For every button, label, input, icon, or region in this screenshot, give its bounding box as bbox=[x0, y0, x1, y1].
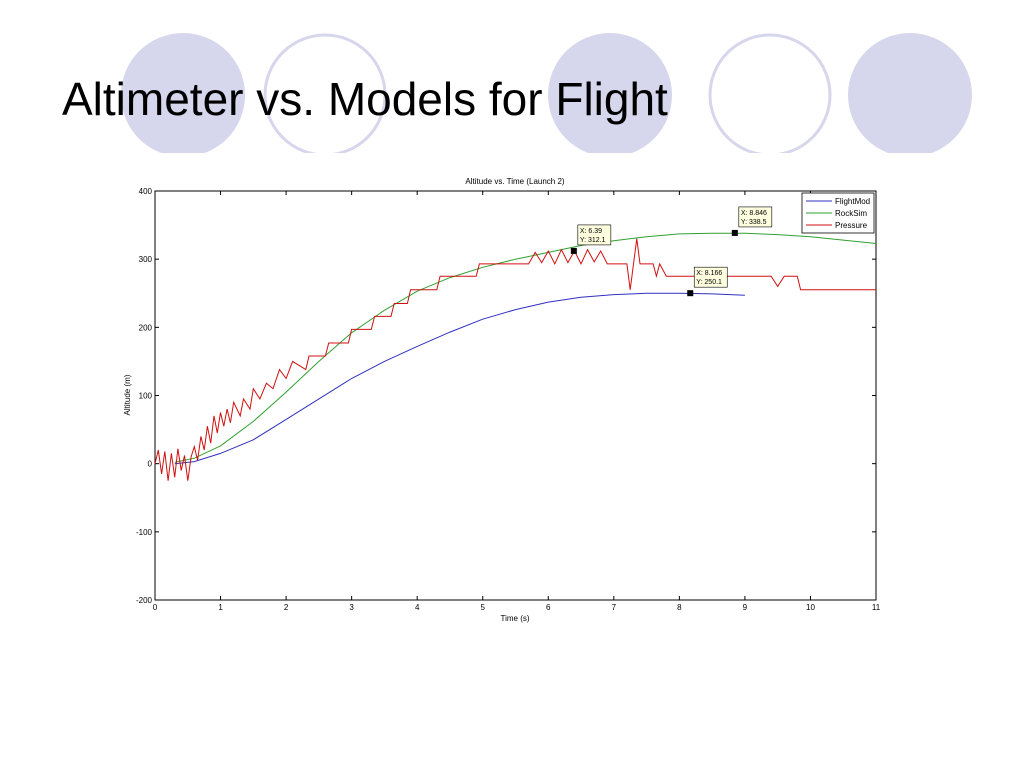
x-tick-label: 2 bbox=[284, 603, 289, 612]
data-tip-box bbox=[738, 206, 773, 228]
series-line bbox=[154, 238, 876, 481]
x-tick-label: 6 bbox=[546, 603, 551, 612]
y-tick-label: 0 bbox=[148, 460, 153, 469]
y-tick-label: -100 bbox=[136, 528, 153, 537]
chart: Altitude vs. Time (Launch 2) Time (s) Al… bbox=[123, 177, 881, 623]
x-tick-label: 1 bbox=[218, 603, 223, 612]
chart-title: Altitude vs. Time (Launch 2) bbox=[465, 177, 564, 186]
data-tip-x: X: 8.166 bbox=[696, 270, 722, 277]
series-line bbox=[174, 292, 745, 465]
x-tick-label: 10 bbox=[806, 603, 815, 612]
plot-area bbox=[154, 190, 877, 601]
data-tip-box bbox=[577, 224, 612, 246]
x-tick-label: 4 bbox=[415, 603, 420, 612]
x-tick-label: 9 bbox=[743, 603, 748, 612]
x-axis-label: Time (s) bbox=[500, 614, 529, 623]
data-tip-marker bbox=[570, 247, 577, 254]
data-tip-x: X: 8.846 bbox=[741, 210, 767, 217]
circle bbox=[121, 33, 245, 157]
y-tick-label: 300 bbox=[139, 255, 153, 264]
x-tick-label: 7 bbox=[612, 603, 617, 612]
series-line bbox=[174, 232, 877, 463]
y-axis-label: Altitude (m) bbox=[123, 374, 132, 415]
x-tick-label: 3 bbox=[349, 603, 354, 612]
data-tip-y: Y: 338.5 bbox=[741, 219, 767, 226]
data-tip-x: X: 6.39 bbox=[580, 228, 602, 235]
slide-title: Altimeter vs. Models for Flight bbox=[62, 73, 668, 125]
legend-label: FlightMod bbox=[835, 197, 870, 206]
data-tip-marker bbox=[687, 290, 694, 297]
y-tick-label: -200 bbox=[136, 596, 153, 605]
data-tip-marker bbox=[731, 229, 738, 236]
x-tick-label: 11 bbox=[872, 603, 881, 612]
data-tip-box bbox=[693, 266, 728, 288]
x-tick-label: 8 bbox=[677, 603, 682, 612]
y-tick-label: 400 bbox=[139, 187, 153, 196]
y-tick-label: 200 bbox=[139, 323, 153, 332]
data-tip-y: Y: 312.1 bbox=[580, 237, 606, 244]
data-tip-y: Y: 250.1 bbox=[696, 279, 722, 286]
circle bbox=[848, 33, 972, 157]
x-tick-label: 0 bbox=[153, 603, 158, 612]
circle bbox=[548, 33, 672, 157]
circle bbox=[708, 33, 832, 157]
legend-label: RockSim bbox=[835, 209, 867, 218]
x-tick-label: 5 bbox=[481, 603, 486, 612]
legend-label: Pressure bbox=[835, 221, 868, 230]
y-tick-label: 100 bbox=[139, 392, 153, 401]
